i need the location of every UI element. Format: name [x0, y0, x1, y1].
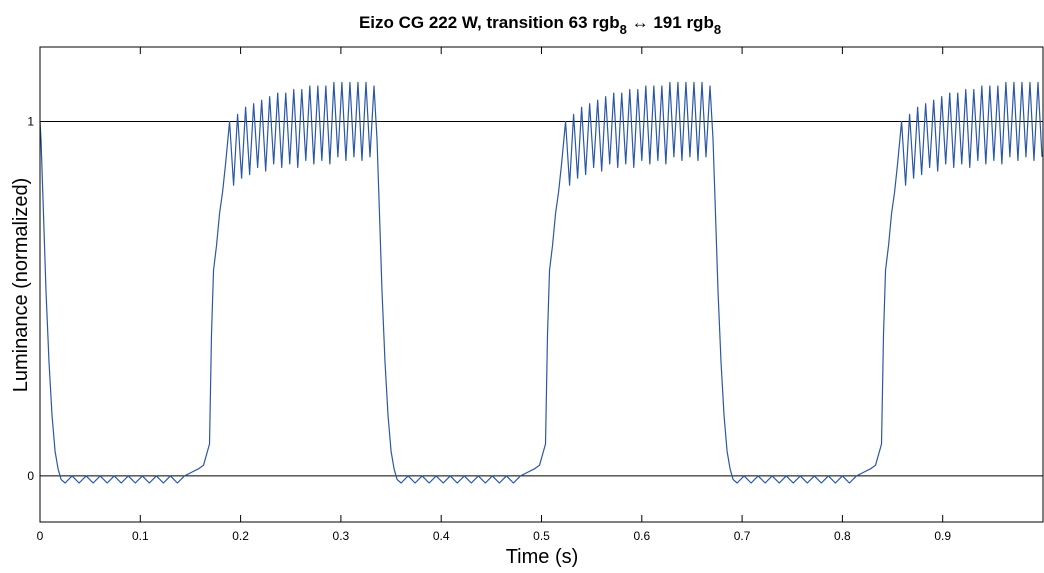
y-tick-label: 1	[27, 114, 34, 128]
title-part: ↔ 191 rgb	[627, 13, 714, 32]
x-tick-label: 0.5	[533, 529, 550, 543]
data-line	[39, 81, 1043, 484]
x-tick-label: 0.9	[934, 529, 951, 543]
y-tick-label: 0	[27, 469, 34, 483]
title-subscript: 8	[714, 22, 721, 37]
x-tick-label: 0.3	[333, 529, 350, 543]
x-axis-label: Time (s)	[506, 546, 579, 568]
y-axis-label: Luminance (normalized)	[10, 178, 32, 393]
x-tick-label: 0.1	[132, 529, 149, 543]
chart-title: Eizo CG 222 W, transition 63 rgb8 ↔ 191 …	[359, 13, 721, 37]
x-tick-label: 0.4	[433, 529, 450, 543]
x-tick-label: 0	[37, 529, 44, 543]
x-tick-label: 0.7	[734, 529, 751, 543]
x-tick-label: 0.2	[232, 529, 249, 543]
title-part: Eizo CG 222 W, transition 63 rgb	[359, 13, 620, 32]
x-tick-label: 0.8	[834, 529, 851, 543]
x-tick-label: 0.6	[633, 529, 650, 543]
title-subscript: 8	[620, 22, 627, 37]
plot-frame	[39, 46, 1044, 523]
